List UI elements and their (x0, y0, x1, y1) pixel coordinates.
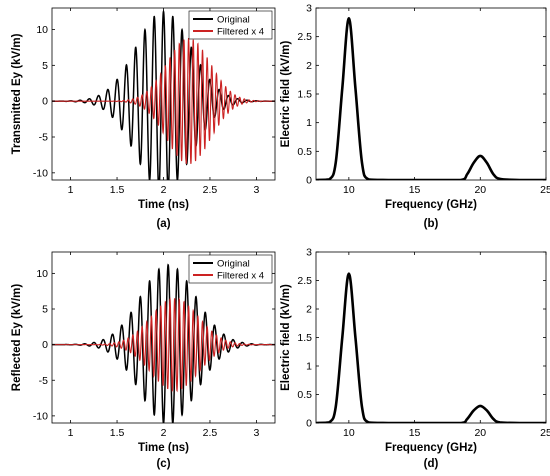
x-tick-label: 15 (409, 184, 421, 196)
y-tick-label: 2 (306, 304, 312, 316)
panel-b: 10 15 20 25 0 0.5 1 1.5 2 2.5 3 Frequency (GHz) Elec… (280, 3, 550, 231)
y-tick-label: 1 (306, 117, 312, 129)
x-tick-label: 1 (68, 427, 74, 439)
y-tick-label: 0.5 (297, 389, 312, 401)
legend-label: Filtered x 4 (217, 271, 264, 282)
legend-label: Original (217, 15, 250, 26)
x-tick-label: 2 (161, 184, 167, 196)
data-layer (316, 272, 546, 423)
y-tick-label: -5 (39, 375, 48, 387)
panel-d: 10 15 20 25 0 0.5 1 1.5 2 2.5 3 Frequency (GHz) Elec… (280, 247, 550, 471)
panel-label: (c) (156, 458, 170, 470)
x-axis-label: Frequency (GHz) (385, 442, 477, 454)
x-tick-label: 10 (343, 427, 355, 439)
y-tick-label: 3 (306, 247, 312, 259)
panel-label: (d) (424, 458, 439, 470)
data-layer (316, 17, 546, 180)
legend-label: Filtered x 4 (217, 27, 264, 38)
panel-c: 1 1.5 2 2.5 3 -10 -5 0 5 10 Time (ns) Reflected Ey … (11, 251, 276, 470)
x-tick-label: 10 (343, 184, 355, 196)
x-tick-label: 25 (540, 184, 550, 196)
x-tick-label: 15 (409, 427, 421, 439)
plot-area (316, 8, 546, 180)
legend-label: Original (217, 259, 250, 270)
series-line-original (52, 9, 275, 180)
y-axis-label: Transmitted Ey (kV/m) (11, 33, 23, 154)
panel-label: (a) (156, 218, 170, 230)
y-tick-label: -10 (33, 410, 48, 422)
x-tick-label: 20 (474, 184, 486, 196)
spectrum-line (316, 272, 546, 423)
y-tick-label: 1 (306, 361, 312, 373)
x-tick-label: 3 (253, 184, 259, 196)
legend-box (188, 10, 273, 40)
y-tick-label: -5 (39, 132, 48, 144)
x-tick-label: 1 (68, 184, 74, 196)
y-axis-label: Electric field (kV/m) (280, 40, 292, 147)
y-tick-label: 10 (36, 268, 48, 280)
legend-box (188, 254, 273, 284)
y-tick-label: 0 (42, 339, 48, 351)
y-tick-label: 1.5 (297, 332, 312, 344)
x-tick-label: 3 (253, 427, 259, 439)
y-tick-label: 0 (306, 418, 312, 430)
y-tick-label: 5 (42, 60, 48, 72)
y-tick-label: 1.5 (297, 89, 312, 101)
data-layer (52, 9, 275, 180)
y-tick-label: -10 (33, 167, 48, 179)
y-tick-label: 10 (36, 24, 48, 36)
x-axis-label: Time (ns) (138, 199, 189, 211)
x-tick-label: 2 (161, 427, 167, 439)
panel-a: 1 1.5 2 2.5 3 -10 -5 0 5 10 Time (ns) Transmitted E… (11, 7, 276, 230)
x-axis-label: Time (ns) (138, 442, 189, 454)
y-axis-label: Reflected Ey (kV/m) (11, 284, 23, 392)
x-tick-label: 20 (474, 427, 486, 439)
spectrum-line (316, 17, 546, 180)
y-tick-label: 2.5 (297, 275, 312, 287)
x-tick-label: 1.5 (110, 184, 125, 196)
x-tick-label: 25 (540, 427, 550, 439)
panel-label: (b) (424, 218, 439, 230)
y-tick-label: 0 (306, 175, 312, 187)
y-axis-label: Electric field (kV/m) (280, 284, 292, 391)
series-line-filtered-x-4 (52, 297, 275, 393)
x-tick-label: 1.5 (110, 427, 125, 439)
y-tick-label: 5 (42, 304, 48, 316)
data-layer (52, 263, 275, 423)
y-tick-label: 3 (306, 3, 312, 15)
y-tick-label: 2.5 (297, 31, 312, 43)
y-tick-label: 2 (306, 60, 312, 72)
series-line-original (52, 263, 275, 423)
y-tick-label: 0 (42, 96, 48, 108)
x-tick-label: 2.5 (203, 427, 218, 439)
y-tick-label: 0.5 (297, 146, 312, 158)
series-line-filtered-x-4 (52, 38, 275, 164)
x-tick-label: 2.5 (203, 184, 218, 196)
x-axis-label: Frequency (GHz) (385, 199, 477, 211)
